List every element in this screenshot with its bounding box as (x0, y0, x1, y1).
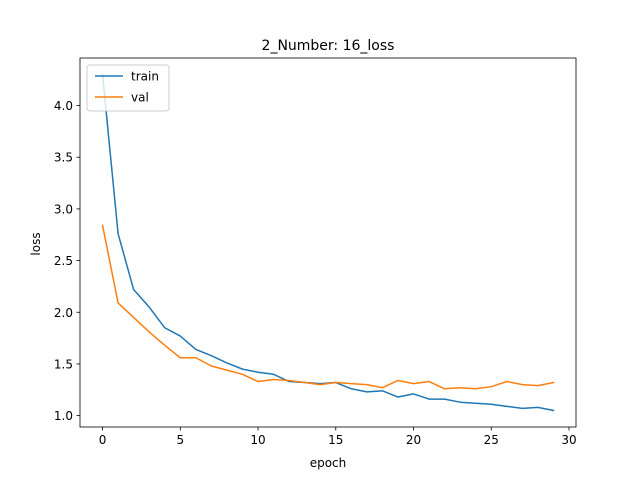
y-tick-label: 1.5 (54, 357, 73, 371)
axes-frame (79, 57, 577, 428)
x-tick-label: 5 (176, 433, 184, 447)
plot-area: 0 5 10 15 20 25 30 1.0 1.5 2.0 2.5 3.0 3.5 4.0 train va… (54, 57, 577, 447)
y-tick-label: 3.0 (54, 202, 73, 216)
x-tick-label: 0 (99, 433, 107, 447)
y-tick-label: 3.5 (54, 151, 73, 165)
legend-label-train: train (131, 70, 159, 84)
y-tick-label: 2.0 (54, 306, 73, 320)
x-tick-label: 20 (406, 433, 421, 447)
legend-label-val: val (131, 91, 149, 105)
y-tick-label: 2.5 (54, 254, 73, 268)
x-tick-label: 15 (328, 433, 343, 447)
x-axis-label: epoch (310, 456, 347, 470)
x-tick-label: 30 (561, 433, 576, 447)
x-tick-label: 25 (484, 433, 499, 447)
chart-title: 2_Number: 16_loss (262, 38, 395, 54)
series-line-val (101, 224, 555, 390)
y-tick-label: 4.0 (54, 99, 73, 113)
y-axis-label: loss (29, 232, 43, 255)
x-tick-label: 10 (250, 433, 265, 447)
y-tick-label: 1.0 (54, 409, 73, 423)
legend: train val (86, 64, 170, 112)
